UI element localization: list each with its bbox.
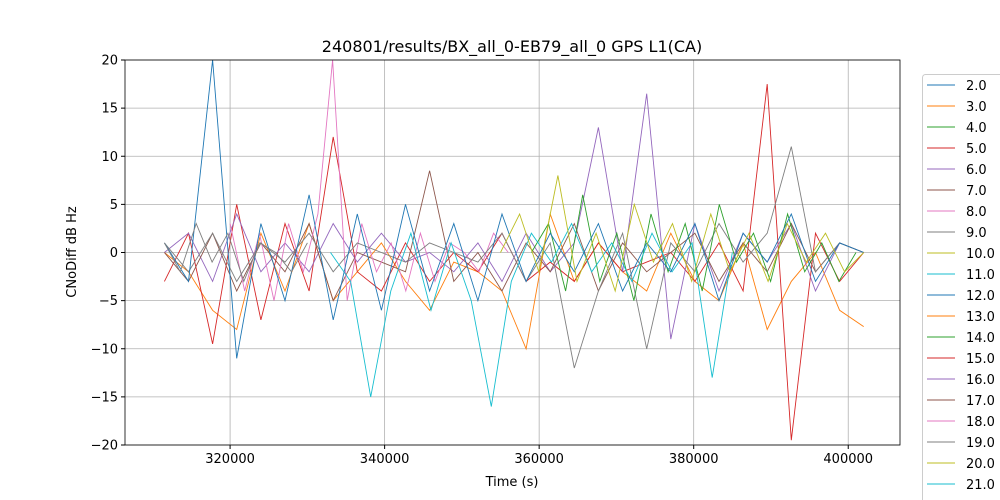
legend-label: 10.0: [966, 247, 995, 262]
legend-box: [922, 74, 1000, 500]
y-tick-label: 10: [101, 150, 118, 165]
legend-label: 13.0: [966, 310, 995, 325]
legend: 2.0 3.0 4.0 5.0 6.0 7.0 8.0 9.0 10.0 11.0 12.0 13.0…: [922, 74, 1000, 500]
y-tick-label: 20: [101, 54, 118, 69]
x-tick-label: 320000: [205, 452, 255, 467]
x-axis-label: Time (s): [485, 475, 539, 490]
x-tick-label: 380000: [669, 452, 719, 467]
legend-label: 11.0: [966, 268, 995, 283]
legend-label: 14.0: [966, 331, 995, 346]
legend-label: 4.0: [966, 121, 987, 136]
legend-label: 18.0: [966, 415, 995, 430]
series-line-6-0: [164, 93, 864, 340]
series-line-4-0: [531, 194, 857, 301]
legend-label: 12.0: [966, 289, 995, 304]
series-line-3-0: [164, 212, 864, 351]
y-tick-label: 0: [110, 246, 118, 261]
legend-label: 2.0: [966, 79, 987, 94]
y-tick-label: 5: [110, 198, 118, 213]
series-line-7-0: [164, 170, 864, 302]
legend-label: 20.0: [966, 457, 995, 472]
chart-title: 240801/results/BX_all_0-EB79_all_0 GPS L…: [322, 37, 702, 57]
legend-label: 16.0: [966, 373, 995, 388]
legend-label: 15.0: [966, 352, 995, 367]
y-tick-label: −10: [91, 342, 118, 357]
legend-label: 21.0: [966, 478, 995, 493]
y-tick-label: 15: [101, 102, 118, 117]
y-tick-label: −15: [91, 390, 118, 405]
y-axis-label: CNoDiff dB Hz: [65, 206, 80, 298]
legend-label: 17.0: [966, 394, 995, 409]
legend-label: 19.0: [966, 436, 995, 451]
legend-label: 5.0: [966, 142, 987, 157]
y-tick-label: −5: [99, 294, 118, 309]
legend-label: 7.0: [966, 184, 987, 199]
series-line-10-0: [500, 175, 865, 293]
legend-label: 8.0: [966, 205, 987, 220]
x-tick-label: 400000: [823, 452, 873, 467]
legend-label: 6.0: [966, 163, 987, 178]
x-tick-label: 340000: [360, 452, 410, 467]
legend-label: 3.0: [966, 100, 987, 115]
legend-label: 9.0: [966, 226, 987, 241]
series-line-19-0: [164, 222, 308, 283]
x-tick-label: 360000: [514, 452, 564, 467]
y-tick-label: −20: [91, 439, 118, 454]
series-line-2-0: [164, 60, 864, 359]
series-line-11-0: [330, 222, 733, 407]
